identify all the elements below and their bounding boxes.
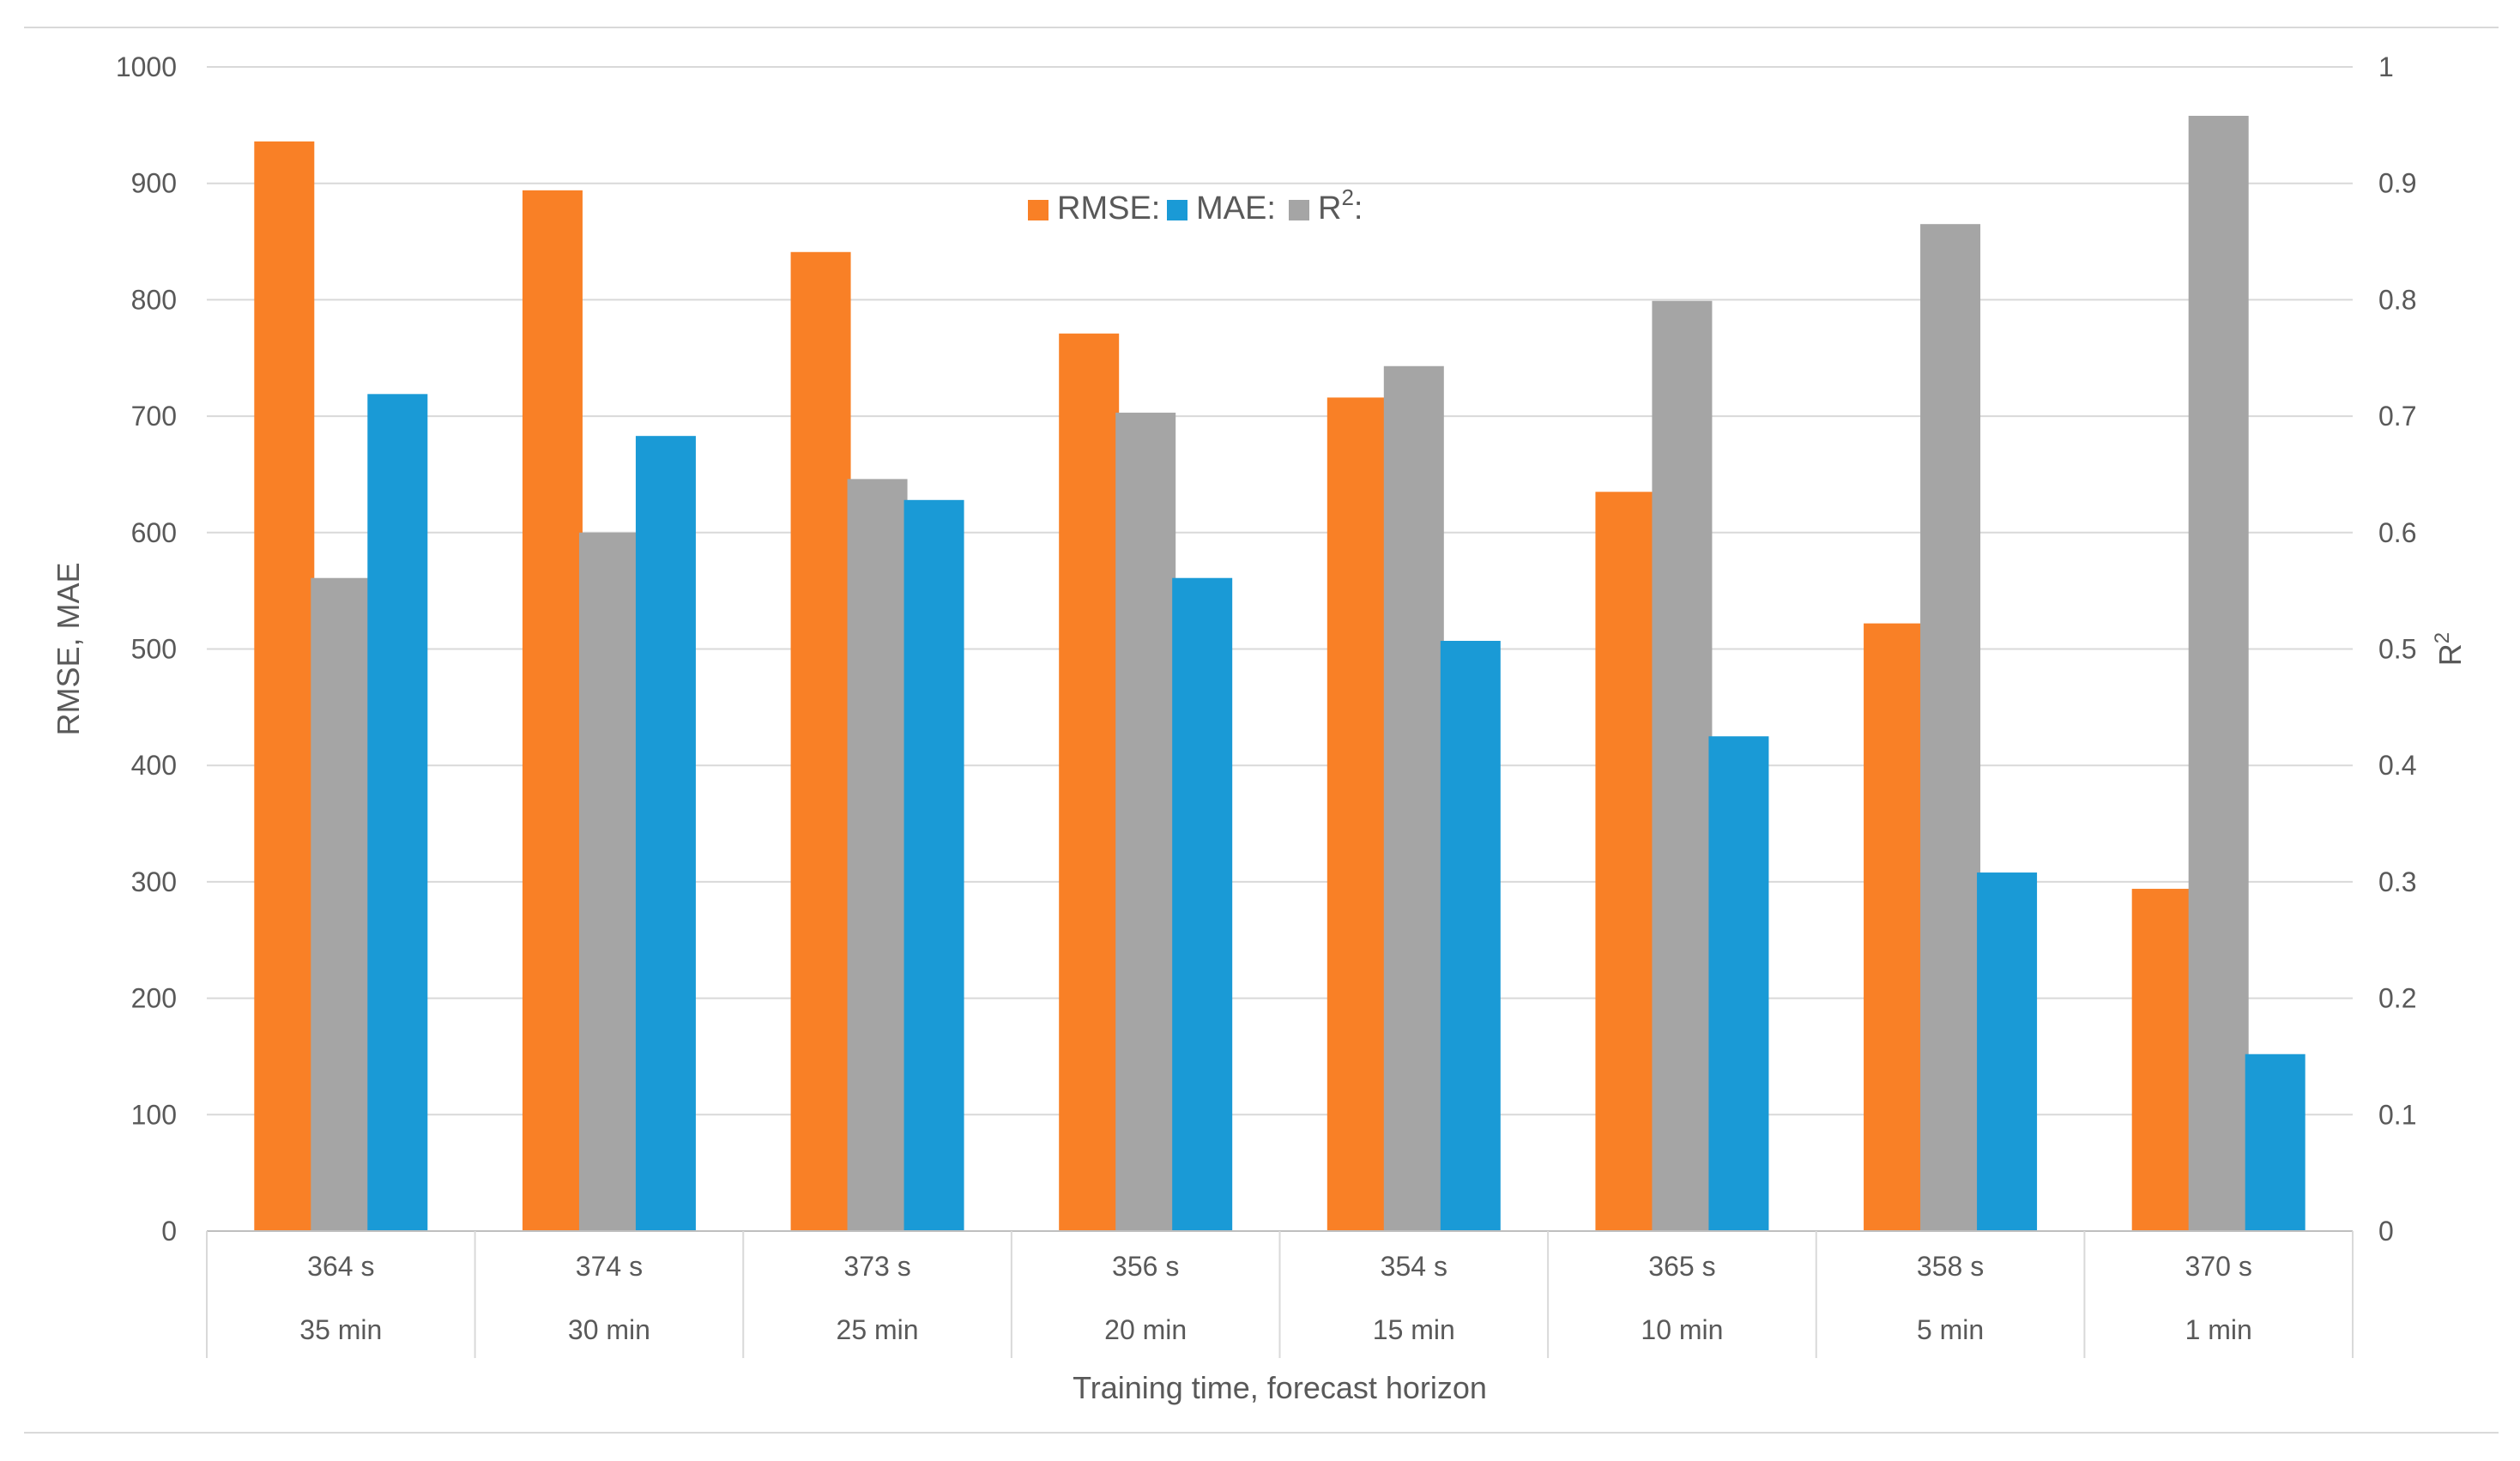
y-tick-label: 300 xyxy=(131,866,177,897)
y2-tick-label: 0.9 xyxy=(2378,168,2416,199)
bar-rmse xyxy=(254,141,315,1231)
bar-mae xyxy=(1708,736,1769,1231)
x-tick-label-time: 365 s xyxy=(1648,1251,1715,1282)
y2-tick-label: 0 xyxy=(2378,1216,2394,1247)
x-tick-label-horizon: 10 min xyxy=(1641,1314,1723,1345)
x-tick-label-time: 354 s xyxy=(1381,1251,1447,1282)
bar-rmse xyxy=(2131,889,2192,1231)
bar-rmse xyxy=(790,251,851,1232)
y-tick-label: 400 xyxy=(131,750,177,781)
bar-r xyxy=(1115,413,1176,1231)
bar-rmse xyxy=(1864,623,1925,1231)
bar-mae xyxy=(1172,577,1233,1231)
x-tick-label-time: 370 s xyxy=(2185,1251,2252,1282)
x-tick-label-horizon: 5 min xyxy=(1917,1314,1984,1345)
y2-tick-label: 0.4 xyxy=(2378,750,2416,781)
x-tick-label-time: 356 s xyxy=(1112,1251,1179,1282)
y2-axis-title: R2 xyxy=(2431,632,2468,666)
y2-tick-label: 0.1 xyxy=(2378,1099,2416,1130)
legend-swatch xyxy=(1028,200,1048,220)
bar-r xyxy=(1920,224,1981,1231)
y-tick-label: 100 xyxy=(131,1099,177,1130)
bar-rmse xyxy=(1059,333,1120,1232)
y2-tick-label: 0.2 xyxy=(2378,983,2416,1014)
y2-tick-label: 1 xyxy=(2378,51,2394,82)
bar-r xyxy=(1652,300,1713,1232)
legend-label-main: MAE: xyxy=(1196,190,1276,226)
bar-r xyxy=(311,577,372,1231)
y-tick-label: 800 xyxy=(131,284,177,315)
y2-axis-title-superscript: 2 xyxy=(2431,632,2454,643)
y2-tick-label: 0.6 xyxy=(2378,517,2416,548)
bar-mae xyxy=(903,499,964,1231)
x-tick-label-horizon: 1 min xyxy=(2185,1314,2252,1345)
legend: RMSE: MAE: R2: xyxy=(1028,184,1363,226)
y-tick-label: 600 xyxy=(131,517,177,548)
y2-axis-title-main: R xyxy=(2432,643,2468,666)
y-tick-label: 1000 xyxy=(116,51,177,82)
bar-mae xyxy=(1440,641,1501,1231)
legend-label: R2: xyxy=(1318,184,1363,226)
x-tick-label-time: 358 s xyxy=(1917,1251,1984,1282)
legend-label-superscript: 2 xyxy=(1341,184,1353,210)
bar-rmse xyxy=(522,190,583,1231)
y2-tick-label: 0.3 xyxy=(2378,866,2416,897)
bar-mae xyxy=(1977,872,2038,1231)
bar-r xyxy=(2188,115,2249,1231)
bar-r xyxy=(847,479,908,1231)
y2-tick-label: 0.5 xyxy=(2378,634,2416,665)
y-axis-title: RMSE, MAE xyxy=(51,562,86,735)
x-tick-label-horizon: 30 min xyxy=(568,1314,650,1345)
y-tick-label: 200 xyxy=(131,983,177,1014)
bar-rmse xyxy=(1326,397,1387,1231)
x-tick-label-horizon: 20 min xyxy=(1104,1314,1187,1345)
x-tick-label-horizon: 15 min xyxy=(1373,1314,1455,1345)
bar-mae xyxy=(635,436,696,1231)
legend-label-main: R xyxy=(1318,190,1341,226)
y-tick-label: 0 xyxy=(161,1216,177,1247)
legend-label-main: RMSE: xyxy=(1057,190,1160,226)
y-tick-label: 700 xyxy=(131,401,177,432)
x-tick-label-time: 364 s xyxy=(307,1251,374,1282)
bar-mae xyxy=(2245,1053,2305,1231)
bars xyxy=(254,115,2305,1232)
x-tick-label-time: 373 s xyxy=(843,1251,910,1282)
bar-rmse xyxy=(1595,492,1656,1231)
bar-r xyxy=(578,532,639,1231)
legend-swatch xyxy=(1167,200,1187,220)
x-tick-label-horizon: 35 min xyxy=(299,1314,382,1345)
legend-label-suffix: : xyxy=(1354,190,1363,226)
bar-r xyxy=(1383,365,1444,1231)
legend-swatch xyxy=(1289,200,1309,220)
y-tick-label: 500 xyxy=(131,634,177,665)
legend-label: RMSE: xyxy=(1057,190,1160,226)
y2-tick-label: 0.7 xyxy=(2378,401,2416,432)
y2-tick-label: 0.8 xyxy=(2378,284,2416,315)
y-tick-label: 900 xyxy=(131,168,177,199)
axes: 0 100 200 300 400 500 600 700 800 900 1000 0 0.1 0.2 0… xyxy=(51,51,2468,1405)
x-axis-title: Training time, forecast horizon xyxy=(1073,1370,1487,1405)
legend-label: MAE: xyxy=(1196,190,1276,226)
x-tick-label-time: 374 s xyxy=(576,1251,643,1282)
bar-mae xyxy=(367,394,428,1231)
x-tick-label-horizon: 25 min xyxy=(837,1314,919,1345)
